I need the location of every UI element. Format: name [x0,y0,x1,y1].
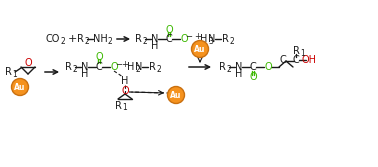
Text: C: C [249,62,256,72]
Text: Au: Au [170,91,182,100]
Text: O: O [24,58,32,68]
Text: R: R [135,34,141,44]
Text: H: H [235,69,243,79]
Text: C: C [280,55,287,65]
Text: H: H [200,34,208,44]
Text: H: H [151,41,159,51]
Text: +: + [195,32,201,41]
Text: 1: 1 [12,69,17,78]
Text: 2: 2 [226,64,231,73]
Text: O: O [180,34,188,44]
Text: +: + [122,60,129,69]
Circle shape [11,78,28,96]
Text: H: H [127,62,135,72]
Text: R: R [65,62,71,72]
Text: −: − [186,33,192,42]
Text: R: R [149,62,155,72]
Text: O: O [165,25,173,35]
Text: 1: 1 [301,48,305,57]
Text: OH: OH [302,55,316,65]
Text: 2: 2 [73,64,77,73]
Text: 2: 2 [229,37,234,45]
Text: O: O [95,52,103,62]
Text: R: R [218,62,225,72]
Circle shape [167,87,184,104]
Text: R: R [77,34,84,44]
Text: N: N [151,34,159,44]
Text: C: C [166,34,172,44]
Text: C: C [96,62,102,72]
Text: 2: 2 [60,37,65,45]
Text: R: R [5,67,11,77]
Text: N: N [81,62,89,72]
Text: O: O [121,86,129,96]
Text: N: N [135,62,143,72]
Text: 2: 2 [135,64,140,73]
Text: 2: 2 [85,37,89,45]
Text: NH: NH [93,34,107,44]
Text: R: R [293,46,299,56]
Text: H: H [81,69,89,79]
Text: C: C [293,55,299,65]
Text: 2: 2 [156,64,161,73]
Text: Au: Au [194,44,206,53]
Text: 1: 1 [122,104,127,113]
Text: O: O [110,62,118,72]
Text: 3: 3 [209,37,213,45]
Text: −: − [116,60,122,69]
Text: 2: 2 [143,37,147,45]
Text: H: H [121,76,129,86]
Text: N: N [235,62,243,72]
Text: N: N [208,34,216,44]
Text: Au: Au [14,82,26,92]
Text: O: O [249,72,257,82]
Text: 2: 2 [108,37,113,45]
Text: O: O [264,62,272,72]
Text: +: + [67,34,77,44]
Text: R: R [222,34,228,44]
Text: CO: CO [46,34,60,44]
Text: R: R [115,101,121,111]
Circle shape [192,41,209,57]
